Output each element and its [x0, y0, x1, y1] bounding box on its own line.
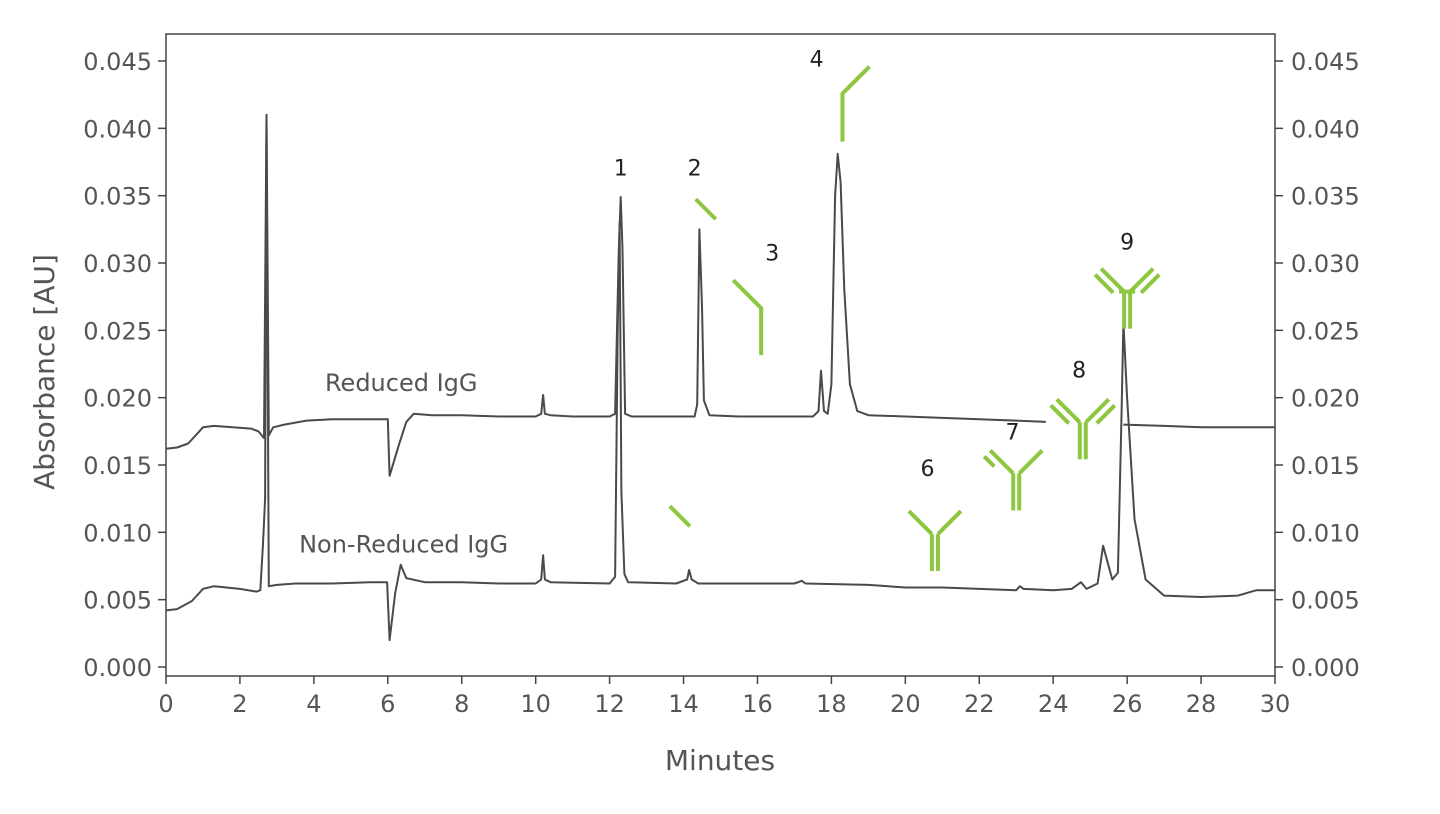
y-tick-label-right: 0.030 — [1291, 250, 1360, 278]
x-tick-label: 18 — [816, 690, 847, 718]
x-axis-title: Minutes — [665, 744, 775, 777]
series-line-non-reduced-igg — [165, 113, 1275, 642]
igg-antibody-full-icon — [1093, 267, 1161, 329]
igg-antibody-two-light-icon — [1049, 397, 1117, 460]
peak-label-6: 6 — [921, 457, 935, 482]
y-tick-label-left: 0.020 — [83, 385, 152, 413]
x-tick-label: 2 — [232, 690, 247, 718]
y-tick-label-right: 0.010 — [1291, 519, 1360, 547]
y-tick-label-left: 0.045 — [83, 48, 152, 76]
x-tick-label: 24 — [1038, 690, 1069, 718]
y-tick-label-left: 0.015 — [83, 452, 152, 480]
peak-label-3: 3 — [765, 241, 779, 266]
peak-label-4: 4 — [810, 47, 824, 72]
x-tick-label: 8 — [454, 690, 469, 718]
y-tick-label-left: 0.010 — [83, 519, 152, 547]
x-tick-label: 16 — [742, 690, 773, 718]
x-tick-label: 0 — [158, 690, 173, 718]
series-label: Non-Reduced IgG — [299, 531, 508, 559]
plot-frame — [165, 33, 1276, 677]
peak-label-9: 9 — [1120, 231, 1134, 256]
igg-half-antibody-icon — [907, 509, 963, 572]
y-tick-label-right: 0.005 — [1291, 587, 1360, 615]
x-tick-label: 28 — [1186, 690, 1217, 718]
annotation-layer: 1 2 3 4 6 7 8 9 — [614, 47, 1161, 572]
series-layer: Reduced IgG Non-Reduced IgG — [165, 113, 1275, 642]
peak-label-7: 7 — [1006, 420, 1020, 445]
series-line-reduced-igg — [165, 113, 1275, 477]
y-axis-title: Absorbance [AU] — [28, 254, 61, 490]
y-tick-label-right: 0.040 — [1291, 115, 1360, 143]
igg-light-chain-icon — [668, 504, 692, 528]
igg-light-chain-icon — [694, 197, 718, 221]
x-tick-label: 30 — [1260, 690, 1291, 718]
x-tick-label: 4 — [306, 690, 321, 718]
x-tick-label: 20 — [890, 690, 921, 718]
igg-heavy-chain-icon — [731, 278, 764, 356]
y-tick-label-right: 0.025 — [1291, 317, 1360, 345]
igg-antibody-one-light-icon — [982, 449, 1044, 511]
y-tick-label-left: 0.005 — [83, 587, 152, 615]
y-tick-label-left: 0.040 — [83, 115, 152, 143]
axes-ticks: 0 2 4 6 8 10 12 14 16 18 20 22 24 26 28 300.000 0.0000.0… — [83, 48, 1359, 718]
x-tick-label: 22 — [964, 690, 995, 718]
y-tick-label-left: 0.035 — [83, 183, 152, 211]
igg-heavy-chain-long-icon — [840, 65, 871, 142]
x-tick-label: 6 — [380, 690, 395, 718]
y-tick-label-right: 0.045 — [1291, 48, 1360, 76]
y-tick-label-left: 0.030 — [83, 250, 152, 278]
x-tick-label: 26 — [1112, 690, 1143, 718]
x-tick-label: 14 — [668, 690, 699, 718]
peak-label-2: 2 — [688, 156, 702, 181]
y-tick-label-right: 0.000 — [1291, 654, 1360, 682]
y-tick-label-right: 0.020 — [1291, 385, 1360, 413]
x-tick-label: 10 — [520, 690, 551, 718]
peak-label-1: 1 — [614, 156, 628, 181]
y-tick-label-right: 0.015 — [1291, 452, 1360, 480]
y-tick-label-left: 0.025 — [83, 317, 152, 345]
y-tick-label-left: 0.000 — [83, 654, 152, 682]
x-tick-label: 12 — [594, 690, 625, 718]
peak-label-8: 8 — [1072, 358, 1086, 383]
series-label: Reduced IgG — [325, 369, 478, 397]
y-tick-label-right: 0.035 — [1291, 183, 1360, 211]
